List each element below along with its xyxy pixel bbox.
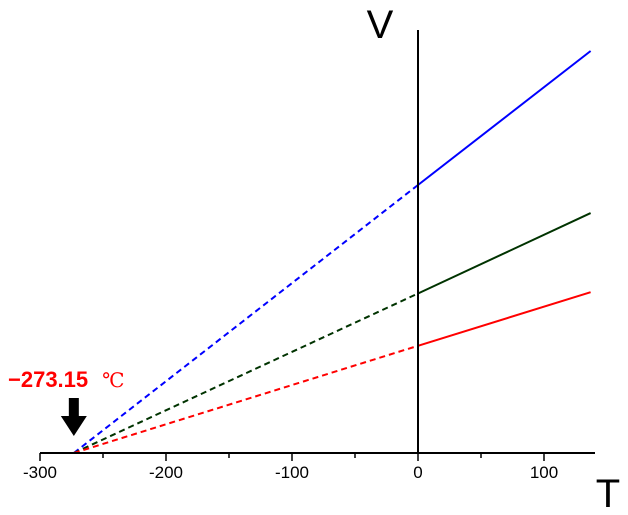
x-axis-title: T xyxy=(596,472,620,515)
x-tick-label: 0 xyxy=(413,463,422,482)
series-1-line xyxy=(417,50,592,186)
series-3-extrapolation xyxy=(73,344,419,454)
y-axis-title: V xyxy=(367,3,394,47)
x-tick-label: -300 xyxy=(23,463,57,482)
down-arrow-icon xyxy=(60,398,87,436)
annotation-value: −273.15 xyxy=(8,367,88,392)
series-layer xyxy=(73,50,592,454)
annotation-text: −273.15 ℃ xyxy=(8,367,125,392)
series-2-line xyxy=(417,212,592,295)
x-tick-label: -100 xyxy=(275,463,309,482)
annotation-unit: ℃ xyxy=(102,368,124,392)
x-tick-label: -200 xyxy=(149,463,183,482)
series-3-line xyxy=(417,291,591,347)
axes-layer: -300 -200 -100 0 100 xyxy=(23,30,595,482)
series-2-extrapolation xyxy=(73,292,419,454)
absolute-zero-annotation: −273.15 ℃ xyxy=(8,367,125,436)
x-tick-label: 100 xyxy=(530,463,558,482)
series-1-extrapolation xyxy=(73,184,419,454)
